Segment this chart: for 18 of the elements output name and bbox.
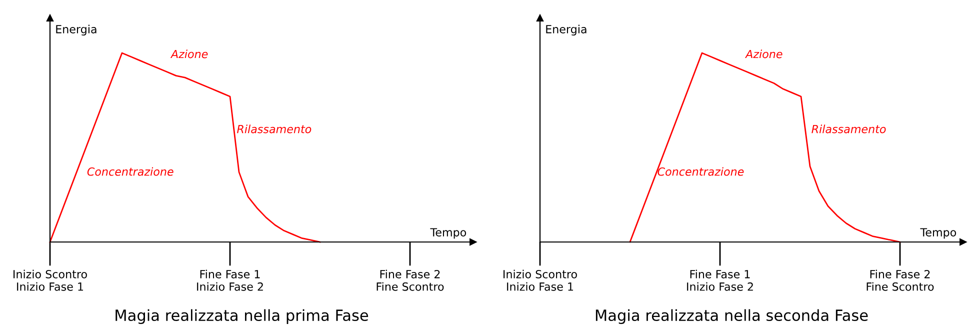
x-tick-label: Fine Fase 2 Fine Scontro xyxy=(866,270,934,291)
annotation: Rilassamento xyxy=(812,124,886,134)
x-tick-label: Inizio Scontro Inizio Fase 1 xyxy=(14,270,87,291)
annotation: Azione xyxy=(745,50,782,58)
annotation: Rilassamento xyxy=(237,124,312,134)
text: Magia realizzata nella prima Fase xyxy=(116,309,368,324)
x-tick-label: Fine Fase 1 Inizio Fase 2 xyxy=(197,270,263,291)
y-axis-title: Energia xyxy=(546,24,586,36)
x-axis-title: Tempo xyxy=(430,228,466,239)
x-tick-label: Fine Fase 2 Fine Scontro xyxy=(376,270,444,291)
annotation: Azione xyxy=(170,50,208,58)
x-tick-label: Fine Fase 1 Inizio Fase 2 xyxy=(687,270,753,291)
x-tick-label: Inizio Scontro Inizio Fase 1 xyxy=(504,270,577,291)
x-axis-title: Tempo xyxy=(920,228,956,239)
y-axis-title: Energia xyxy=(56,24,96,36)
annotation: Concentrazione xyxy=(658,167,744,176)
annotation: Concentrazione xyxy=(87,167,174,176)
text: Magia realizzata nella seconda Fase xyxy=(596,309,868,324)
